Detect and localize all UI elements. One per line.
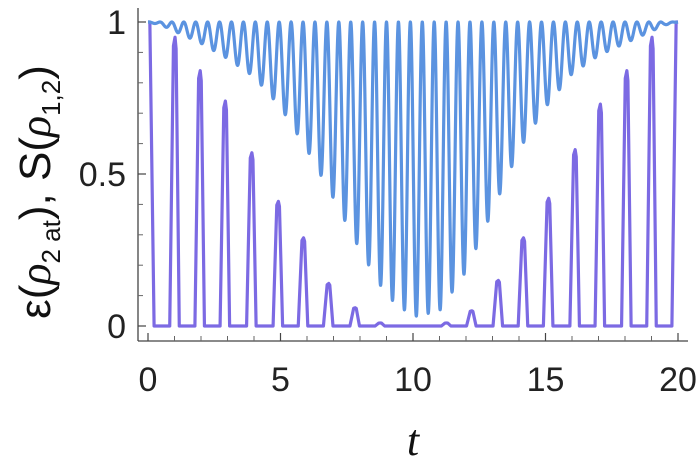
x-tick-label-0: 0 xyxy=(139,361,158,399)
y-tick-label-2: 1 xyxy=(107,4,126,42)
svg-text:ε(ρ2 at), S(ρ1,2): ε(ρ2 at), S(ρ1,2) xyxy=(11,65,66,319)
x-tick-label-4: 20 xyxy=(659,361,697,399)
y-axis-label: ε(ρ2 at), S(ρ1,2) xyxy=(11,65,66,319)
y-label-rho-2: ρ xyxy=(11,116,60,139)
y-label-rho-1: ρ xyxy=(11,264,60,287)
y-label-end: ) xyxy=(11,65,60,80)
series-1-line xyxy=(146,20,680,318)
y-label-sub-1: 2 at xyxy=(36,219,66,263)
y-label-sub-2: 1,2 xyxy=(36,80,66,116)
y-tick-label-1: 0.5 xyxy=(79,156,126,194)
x-axis-label: t xyxy=(407,416,421,465)
series-2-line xyxy=(148,20,678,328)
x-tick-label-3: 15 xyxy=(527,361,565,399)
ticks-group: 0 5 10 15 20 0 0.5 1 xyxy=(79,4,697,399)
y-label-mid: ), S( xyxy=(11,137,60,220)
x-tick-label-2: 10 xyxy=(394,361,432,399)
y-label-epsilon: ε( xyxy=(11,284,60,319)
plot-series-group xyxy=(146,20,680,328)
y-tick-label-0: 0 xyxy=(107,308,126,346)
x-tick-label-1: 5 xyxy=(271,361,290,399)
